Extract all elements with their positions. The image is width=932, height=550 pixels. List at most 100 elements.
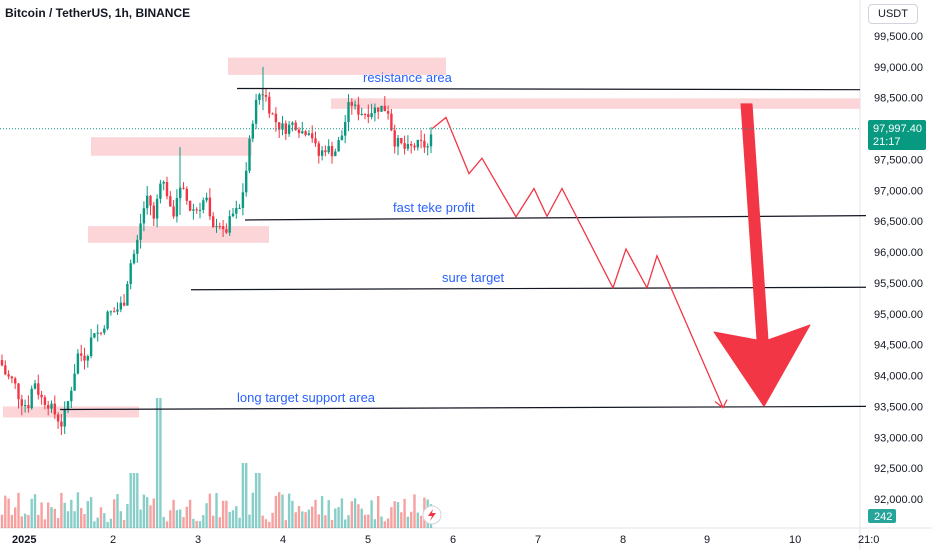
projection-path: [431, 116, 724, 408]
volume-bar: [165, 521, 169, 528]
volume-bar: [106, 521, 109, 528]
candle-body: [116, 309, 119, 312]
candle-body: [205, 197, 208, 201]
volume-bar: [327, 500, 330, 528]
volume-bar: [73, 511, 76, 528]
candle-body: [278, 122, 281, 130]
time-tick-label: 7: [535, 534, 541, 546]
volume-bar: [40, 502, 43, 528]
volume-bar: [169, 510, 172, 528]
candle-body: [113, 311, 116, 313]
projection-arrowhead: [714, 399, 728, 409]
volume-bar: [198, 521, 202, 528]
candle-body: [221, 226, 225, 230]
time-tick-label: 21:0: [858, 534, 879, 546]
time-tick-label: 3: [195, 534, 201, 546]
candle-body: [238, 207, 241, 209]
volume-bar: [337, 507, 340, 528]
volume-bar: [344, 519, 347, 528]
candle-body: [96, 332, 99, 334]
candle-body: [360, 114, 363, 116]
volume-bar: [113, 499, 116, 528]
candle-body: [390, 113, 393, 131]
candle-body: [406, 144, 410, 149]
price-tick-label: 94,500.00: [874, 340, 923, 352]
volume-bar: [30, 498, 33, 528]
volume-bars: [0, 398, 433, 528]
volume-bar: [0, 514, 4, 528]
time-tick-label: 2: [110, 534, 116, 546]
volume-bar: [76, 492, 80, 528]
candle-body: [43, 397, 47, 405]
volume-bar: [116, 494, 119, 528]
price-tick-label: 96,000.00: [874, 247, 923, 259]
label-long-target: long target support area: [237, 390, 376, 405]
volume-bar: [261, 515, 264, 528]
candle-body: [37, 383, 40, 395]
price-tick-label: 93,500.00: [874, 401, 923, 413]
volume-bar: [86, 501, 89, 528]
candle-body: [159, 183, 162, 199]
candle-body: [66, 401, 70, 410]
candle-body: [172, 206, 175, 217]
candle-body: [47, 404, 50, 409]
candle-body: [370, 113, 373, 118]
volume-bar: [33, 494, 37, 528]
time-tick-label: 9: [704, 534, 710, 546]
volume-bar: [182, 517, 185, 528]
candle-body: [301, 131, 304, 134]
candle-body: [27, 405, 30, 409]
candle-body: [73, 373, 76, 391]
candle-body: [373, 107, 377, 114]
currency-button[interactable]: USDT: [868, 4, 918, 24]
candle-body: [103, 328, 106, 333]
time-tick-label: 10: [789, 534, 801, 546]
volume-bar: [406, 516, 410, 528]
candle-body: [291, 122, 294, 125]
candle-body: [317, 143, 320, 156]
price-tick-label: 92,500.00: [874, 463, 923, 475]
candle-body: [297, 129, 301, 134]
volume-bar: [10, 514, 14, 528]
candle-body: [212, 216, 215, 228]
candle-body: [304, 131, 307, 135]
volume-bar: [17, 492, 20, 528]
volume-bar: [80, 507, 83, 528]
volume-bar: [258, 473, 261, 528]
volume-bar: [367, 514, 370, 528]
price-axis[interactable]: 99,500.0099,000.0098,500.0098,000.0097,5…: [874, 31, 923, 506]
zone-5: [3, 406, 139, 418]
time-axis[interactable]: 2025 2 3 4 5 6 7 8 9 10 21:0: [12, 534, 879, 546]
scroll-to-realtime-icon[interactable]: [422, 505, 442, 525]
volume-bar: [370, 500, 373, 528]
volume-bar: [129, 473, 132, 528]
volume-bar: [195, 521, 198, 528]
volume-bar: [363, 514, 367, 528]
volume-bar: [291, 500, 294, 528]
volume-bar: [235, 506, 238, 528]
volume-bar: [383, 521, 386, 528]
countdown-value: 21:17: [873, 136, 901, 148]
candle-body: [324, 150, 327, 153]
candle-body: [400, 138, 403, 144]
volume-bar: [192, 518, 195, 528]
candle-body: [419, 139, 423, 141]
candle-body: [386, 111, 390, 114]
time-tick-label: 2025: [12, 534, 36, 546]
volume-bar: [413, 494, 416, 528]
candle-body: [254, 99, 258, 124]
candle-body: [7, 374, 10, 377]
candle-body: [423, 140, 426, 148]
candle-body: [175, 198, 179, 217]
volume-bar: [89, 497, 93, 528]
candle-body: [136, 239, 139, 254]
candle-body: [192, 209, 195, 211]
candle-body: [268, 96, 271, 114]
candles: [0, 66, 433, 436]
volume-bar: [43, 519, 47, 528]
candle-body: [198, 209, 202, 211]
candle-body: [248, 138, 251, 171]
candle-body: [274, 113, 278, 123]
